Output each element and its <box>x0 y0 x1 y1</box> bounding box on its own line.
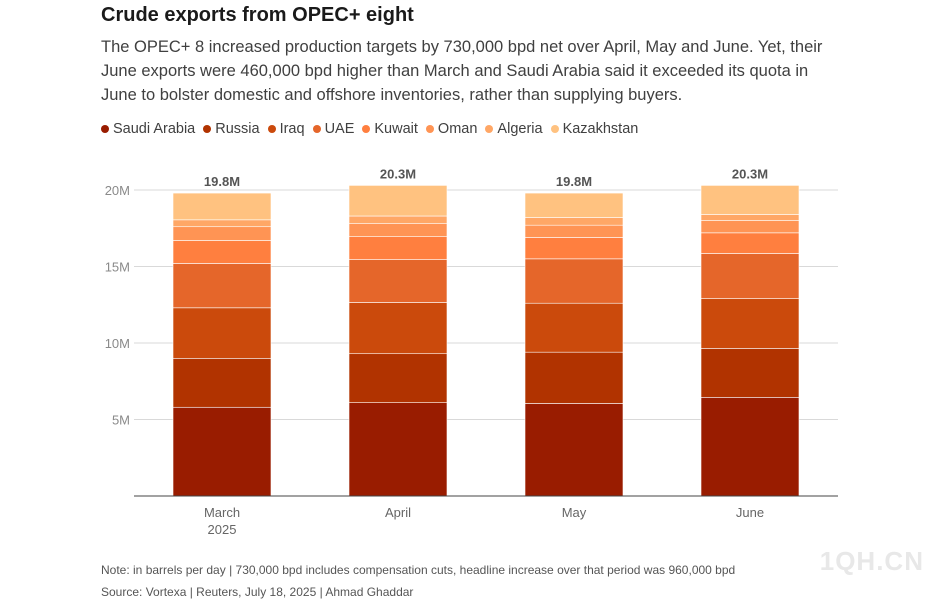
legend-item-algeria: Algeria <box>485 121 543 137</box>
legend-label: UAE <box>324 121 355 137</box>
legend-item-kazakhstan: Kazakhstan <box>550 121 639 137</box>
bar-segment-russia <box>700 348 800 398</box>
bar-segment-kazakhstan <box>700 185 800 215</box>
legend-label: Algeria <box>497 121 543 137</box>
bar-segment-uae <box>172 263 272 309</box>
bar-segment-oman <box>524 224 624 238</box>
bar-segment-iraq <box>172 307 272 359</box>
bar-segment-saudi-arabia <box>524 403 624 497</box>
bar-segment-algeria <box>700 214 800 221</box>
bar-segment-algeria <box>172 219 272 228</box>
legend-swatch <box>267 125 276 133</box>
watermark: 1QH.CN <box>819 546 924 576</box>
legend-label: Iraq <box>279 121 305 137</box>
y-tick-label: 20M <box>105 183 130 198</box>
bar-segment-oman <box>700 220 800 234</box>
bar-total-label: 19.8M <box>204 174 240 189</box>
x-tick-label: June <box>736 505 764 520</box>
bar-segment-saudi-arabia <box>700 397 800 497</box>
bar-segment-algeria <box>524 217 624 226</box>
legend-swatch <box>425 125 434 133</box>
bar-segment-kuwait <box>348 236 448 260</box>
stacked-bar-chart: 5M 10M 15M 20M 19.8M March 2025 20.3M April 19.8M… <box>105 166 838 537</box>
legend-item-russia: Russia <box>203 121 260 137</box>
bar-segment-uae <box>524 258 624 304</box>
bar-segment-kuwait <box>172 240 272 264</box>
bar-segment-algeria <box>348 215 448 224</box>
legend-item-iraq: Iraq <box>267 121 305 137</box>
y-tick-label: 10M <box>105 336 130 351</box>
chart-title: Crude exports from OPEC+ eight <box>101 4 414 26</box>
bar-segment-russia <box>524 351 624 404</box>
bar-segment-kuwait <box>524 237 624 260</box>
x-tick-label: May <box>562 505 587 520</box>
legend-label: Oman <box>437 121 478 137</box>
legend-swatch <box>312 125 321 133</box>
legend-swatch <box>550 125 559 133</box>
legend-swatch <box>203 125 212 133</box>
bar-segment-russia <box>172 358 272 408</box>
legend-label: Saudi Arabia <box>113 121 196 137</box>
legend-item-oman: Oman <box>425 121 478 137</box>
bar-total-label: 20.3M <box>380 166 416 181</box>
x-tick-label: March 2025 <box>204 505 240 537</box>
legend-swatch <box>362 125 371 133</box>
bar-segment-oman <box>348 223 448 237</box>
legend-item-kuwait: Kuwait <box>362 121 418 137</box>
bar-total-label: 20.3M <box>732 166 768 181</box>
chart-note: Note: in barrels per day | 730,000 bpd i… <box>101 563 736 577</box>
bar-segment-oman <box>172 226 272 241</box>
bar-segment-iraq <box>700 298 800 349</box>
bar-total-label: 19.8M <box>556 174 592 189</box>
bar-segment-kuwait <box>700 232 800 254</box>
bar-segment-saudi-arabia <box>172 406 272 497</box>
y-tick-label: 5M <box>112 413 130 428</box>
legend-item-saudi-arabia: Saudi Arabia <box>101 121 195 137</box>
legend: Saudi Arabia Russia Iraq UAE Kuwait Oman Alger… <box>101 121 638 137</box>
x-tick-label: April <box>385 505 411 520</box>
legend-item-uae: UAE <box>312 121 355 137</box>
legend-label: Kazakhstan <box>562 121 639 137</box>
bar-segment-kazakhstan <box>524 192 624 218</box>
bar-segment-iraq <box>348 302 448 355</box>
bar-segment-saudi-arabia <box>348 402 448 497</box>
bar-segment-russia <box>348 353 448 403</box>
legend-label: Kuwait <box>374 121 418 137</box>
bar-segment-kazakhstan <box>348 185 448 217</box>
y-tick-label: 15M <box>105 260 130 275</box>
legend-swatch <box>485 125 494 133</box>
bar-segment-uae <box>700 253 800 299</box>
legend-swatch <box>101 125 109 133</box>
chart-source: Source: Vortexa | Reuters, July 18, 2025… <box>101 585 414 599</box>
bar-segment-kazakhstan <box>172 192 272 221</box>
chart-subtitle: The OPEC+ 8 increased production targets… <box>101 38 823 104</box>
bar-segment-iraq <box>524 302 624 353</box>
bar-segment-uae <box>348 259 448 303</box>
legend-label: Russia <box>215 121 260 137</box>
